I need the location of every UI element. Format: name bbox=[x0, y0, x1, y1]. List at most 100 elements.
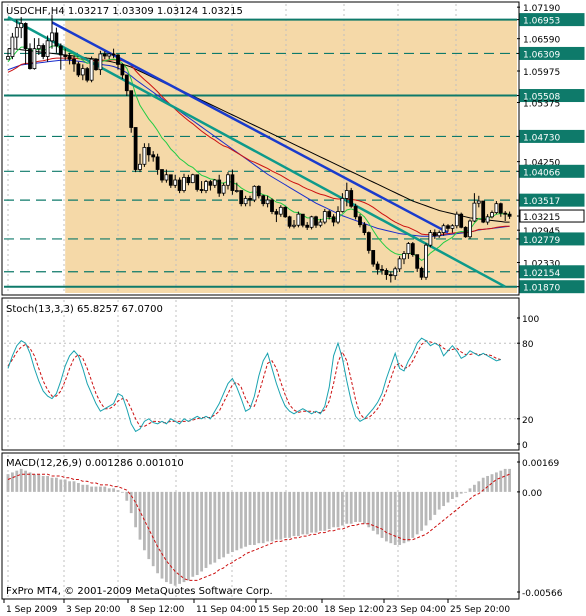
macd-histogram-bar bbox=[477, 481, 481, 492]
candle-body bbox=[6, 56, 10, 60]
candle-body bbox=[14, 27, 19, 38]
macd-histogram-bar bbox=[288, 491, 291, 538]
candle-body bbox=[58, 45, 63, 56]
macd-histogram-bar bbox=[327, 491, 331, 530]
candle-body bbox=[230, 174, 235, 191]
candle-body bbox=[239, 190, 244, 205]
price-label-highlighted: 1.01870 bbox=[523, 284, 560, 294]
candle-body bbox=[388, 274, 393, 277]
macd-histogram-bar bbox=[90, 486, 93, 492]
candle-body bbox=[366, 232, 371, 251]
main-panel: 1.07190 1.06953 1.06590 1.06309 1.05975 1.055… bbox=[1, 1, 585, 296]
candle-body bbox=[155, 156, 160, 170]
macd-histogram-bar bbox=[455, 491, 459, 498]
candle-body bbox=[300, 213, 305, 226]
macd-histogram-bar bbox=[297, 491, 300, 537]
candle-body bbox=[208, 181, 213, 186]
macd-histogram-bar bbox=[411, 491, 415, 538]
price-label: 1.04250 bbox=[523, 159, 560, 169]
candle-body bbox=[327, 211, 332, 218]
macd-histogram-bar bbox=[116, 490, 120, 492]
level-lines bbox=[4, 18, 517, 288]
candle-body bbox=[28, 48, 32, 70]
macd-histogram-bar bbox=[191, 491, 195, 577]
macd-histogram-bar bbox=[473, 484, 476, 492]
stochastic-k-line bbox=[7, 337, 501, 433]
macd-axis: 0.00169 0.00 -0.00566 bbox=[517, 459, 563, 599]
candle-body bbox=[344, 190, 349, 199]
price-label: 1.06590 bbox=[523, 36, 560, 46]
macd-histogram-bar bbox=[37, 474, 41, 492]
macd-tick-label: 0.00 bbox=[522, 489, 542, 499]
candle-body bbox=[45, 40, 50, 57]
price-label: 1.05375 bbox=[523, 100, 560, 110]
macd-histogram-bar bbox=[301, 491, 305, 535]
time-label: 1 Sep 2009 bbox=[6, 605, 58, 615]
candle-body bbox=[19, 23, 24, 29]
candle-body bbox=[415, 254, 420, 269]
macd-histogram-bar bbox=[121, 491, 124, 493]
candle-body bbox=[85, 68, 90, 81]
macd-histogram-bar bbox=[134, 491, 137, 528]
macd-histogram-bar bbox=[341, 491, 344, 526]
candle-body bbox=[314, 216, 318, 226]
macd-histogram-bar bbox=[292, 491, 296, 537]
macd-histogram-bar bbox=[253, 491, 256, 545]
macd-histogram-bar bbox=[165, 491, 168, 583]
candle-body bbox=[450, 225, 455, 229]
price-label-highlighted: 1.06309 bbox=[523, 50, 560, 60]
candle-body bbox=[142, 147, 147, 165]
candle-body bbox=[283, 206, 288, 218]
candle-body bbox=[476, 200, 481, 204]
stochastic-panel: 100 80 20 0 Stoch(13,3,3) 65.8257 67.0700 bbox=[1, 297, 539, 451]
candle-body bbox=[375, 263, 380, 270]
candle-body bbox=[67, 56, 72, 60]
macd-histogram-bar bbox=[81, 484, 85, 492]
macd-histogram-bar bbox=[6, 474, 10, 492]
candle-body bbox=[63, 54, 68, 57]
candle-body bbox=[124, 74, 129, 92]
macd-histogram-bar bbox=[222, 491, 225, 558]
macd-histogram-bar bbox=[187, 491, 190, 581]
macd-histogram-bar bbox=[182, 491, 186, 583]
candle-body bbox=[107, 53, 112, 57]
candle-body bbox=[503, 212, 508, 215]
candle-body bbox=[362, 224, 367, 233]
macd-histogram-bar bbox=[11, 472, 14, 492]
candle-body bbox=[54, 32, 59, 47]
candle-body bbox=[160, 169, 164, 181]
macd-histogram-bar bbox=[129, 491, 133, 514]
macd-histogram-bar bbox=[107, 488, 111, 492]
macd-histogram-bar bbox=[63, 479, 67, 492]
macd-histogram-bar bbox=[200, 491, 203, 572]
price-label-highlighted: 1.06953 bbox=[523, 17, 560, 27]
candle-body bbox=[94, 58, 98, 71]
stochastic-axis: 100 80 20 0 bbox=[517, 315, 539, 451]
macd-histogram-bar bbox=[28, 472, 32, 492]
candle-body bbox=[76, 63, 81, 76]
macd-histogram-bar bbox=[319, 491, 322, 531]
macd-histogram-bar bbox=[407, 491, 410, 542]
price-label-highlighted: 1.04066 bbox=[523, 168, 560, 178]
price-label-highlighted: 1.05508 bbox=[523, 93, 560, 103]
candle-body bbox=[177, 179, 182, 191]
macd-histogram-bar bbox=[363, 491, 366, 524]
candle-body bbox=[371, 250, 376, 265]
macd-histogram-bar bbox=[402, 491, 406, 544]
macd-histogram-bar bbox=[486, 475, 489, 492]
candle-body bbox=[358, 216, 362, 226]
candle-body bbox=[292, 224, 296, 227]
price-label-highlighted: 1.03517 bbox=[523, 197, 560, 207]
price-label-highlighted: 1.03215 bbox=[523, 213, 560, 223]
macd-histogram-bar bbox=[270, 491, 274, 542]
candle-body bbox=[309, 216, 314, 228]
candle-body bbox=[248, 198, 252, 201]
candle-body bbox=[199, 189, 204, 191]
candle-body bbox=[490, 212, 494, 218]
candle-body bbox=[50, 32, 54, 42]
candle-body bbox=[494, 203, 499, 214]
stochastic-tick-label: 100 bbox=[522, 315, 539, 325]
macd-histogram-bar bbox=[424, 491, 428, 526]
price-axis: 1.07190 1.06953 1.06590 1.06309 1.05975 1.055… bbox=[517, 4, 585, 294]
macd-histogram-bar bbox=[85, 484, 89, 492]
